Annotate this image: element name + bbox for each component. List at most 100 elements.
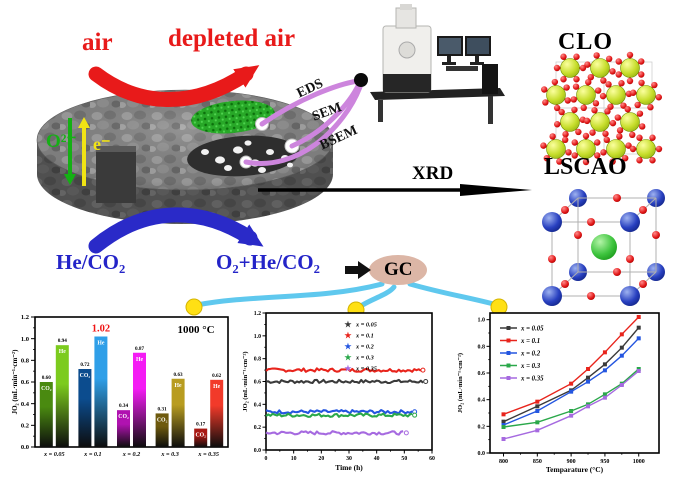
lscao-label: LSCAO — [544, 154, 627, 180]
feed-gas-label: He/CO₂ — [56, 250, 126, 274]
svg-text:1.2: 1.2 — [254, 311, 261, 317]
svg-text:JO₂ (mL·min⁻¹·cm⁻²): JO₂ (mL·min⁻¹·cm⁻²) — [242, 351, 249, 411]
sem-instrument-graphic — [370, 4, 505, 124]
svg-text:★: ★ — [344, 342, 352, 351]
bar-chart: 0.0 0.2 0.4 0.6 0.8 1.0 1.2 JO₂ (mL·min⁻¹·cm⁻²)… — [11, 314, 229, 458]
svg-text:★: ★ — [344, 331, 352, 340]
oxygen-ion-label: O²⁻ — [46, 131, 77, 152]
eds-mapping-region — [191, 100, 275, 134]
to-gc-arrow-icon — [345, 261, 371, 279]
svg-text:1.0: 1.0 — [478, 318, 486, 324]
svg-text:60: 60 — [429, 456, 435, 462]
svg-text:0.87: 0.87 — [135, 346, 144, 352]
svg-text:20: 20 — [318, 456, 324, 462]
air-label: air — [82, 29, 113, 56]
svg-text:1.02: 1.02 — [92, 324, 110, 335]
temperature-panel: 0.0 0.2 0.4 0.6 0.8 1.0 800 850 900 950 1000 Tempar… — [452, 298, 684, 485]
time-series-panel: 0.0 0.2 0.4 0.6 0.8 1.0 1.2 0 10 20 30 40 50 60 Time (… — [240, 300, 446, 481]
svg-text:1.0: 1.0 — [21, 336, 29, 343]
svg-text:0.8: 0.8 — [21, 358, 30, 365]
bsem-region — [187, 135, 299, 177]
svg-text:50: 50 — [401, 456, 407, 462]
svg-text:★: ★ — [344, 364, 352, 373]
svg-text:0.0: 0.0 — [21, 444, 29, 451]
svg-text:0.6: 0.6 — [478, 371, 486, 377]
svg-text:He: He — [136, 357, 144, 363]
svg-text:Time (h): Time (h) — [335, 463, 363, 472]
svg-text:0.6: 0.6 — [21, 379, 30, 386]
svg-text:CO₂: CO₂ — [195, 433, 206, 439]
sample-point-dot — [185, 298, 203, 316]
xrd-label: XRD — [412, 163, 454, 184]
time-series-chart: 0.0 0.2 0.4 0.6 0.8 1.0 1.2 0 10 20 30 40 50 60 Time (… — [242, 311, 435, 472]
svg-text:0.94: 0.94 — [58, 338, 67, 344]
disc-notch — [96, 146, 136, 203]
svg-text:1.0: 1.0 — [254, 334, 261, 340]
svg-text:0.60: 0.60 — [42, 375, 51, 381]
svg-text:x = 0.35: x = 0.35 — [197, 451, 219, 458]
svg-text:0.6: 0.6 — [254, 380, 261, 386]
probe-junction-dot — [354, 73, 368, 87]
svg-text:x = 0.3: x = 0.3 — [355, 355, 374, 362]
svg-text:10: 10 — [291, 456, 297, 462]
bar-chart-panel: 0.0 0.2 0.4 0.6 0.8 1.0 1.2 JO₂ (mL·min⁻¹·cm⁻²)… — [8, 306, 248, 481]
svg-text:900: 900 — [567, 459, 576, 465]
svg-text:0.31: 0.31 — [158, 406, 167, 412]
svg-text:x = 0.1: x = 0.1 — [355, 333, 374, 340]
svg-text:x = 0.3: x = 0.3 — [160, 451, 178, 458]
svg-text:x = 0.3: x = 0.3 — [520, 363, 541, 370]
svg-text:x = 0.35: x = 0.35 — [520, 376, 544, 383]
svg-text:CO₂: CO₂ — [118, 414, 129, 420]
svg-text:He: He — [59, 349, 67, 355]
svg-text:x = 0.1: x = 0.1 — [520, 338, 540, 345]
svg-text:1.2: 1.2 — [21, 314, 29, 321]
gc-node — [369, 255, 427, 285]
svg-text:Temparature (°C): Temparature (°C) — [546, 465, 604, 474]
svg-text:JO₂ (mL·min⁻¹·cm⁻²): JO₂ (mL·min⁻¹·cm⁻²) — [11, 349, 19, 414]
svg-text:He: He — [97, 341, 105, 347]
svg-text:x = 0.2: x = 0.2 — [122, 451, 140, 458]
clo-label: CLO — [558, 29, 614, 55]
svg-text:0.0: 0.0 — [254, 448, 261, 454]
svg-text:CO₂: CO₂ — [157, 417, 168, 423]
svg-text:JO₂ (mL·min⁻¹·cm⁻²): JO₂ (mL·min⁻¹·cm⁻²) — [457, 353, 464, 413]
svg-text:1000: 1000 — [633, 459, 645, 465]
electron-label: e⁻ — [93, 134, 111, 154]
svg-text:800: 800 — [499, 459, 508, 465]
svg-text:★: ★ — [344, 320, 352, 329]
depleted-air-label: depleted air — [168, 25, 296, 52]
probe-connector-lines — [243, 78, 363, 166]
svg-text:0.17: 0.17 — [196, 422, 205, 428]
svg-text:30: 30 — [346, 456, 352, 462]
svg-text:0.0: 0.0 — [478, 451, 486, 457]
sweep-gas-arrow-icon — [88, 207, 264, 254]
svg-text:He: He — [175, 383, 183, 389]
svg-text:0.4: 0.4 — [21, 401, 30, 408]
gc-label: GC — [384, 259, 413, 280]
svg-text:x = 0.35: x = 0.35 — [355, 366, 377, 373]
svg-text:0.2: 0.2 — [21, 423, 29, 430]
xrd-arrow-icon — [258, 184, 532, 196]
svg-text:0.8: 0.8 — [478, 344, 486, 350]
svg-text:0.34: 0.34 — [119, 403, 128, 409]
svg-text:0.8: 0.8 — [254, 357, 261, 363]
air-flow-arrow-icon — [88, 65, 260, 107]
svg-text:x = 0.05: x = 0.05 — [43, 451, 65, 458]
svg-text:0.63: 0.63 — [174, 372, 183, 378]
svg-text:x = 0.05: x = 0.05 — [355, 322, 377, 329]
membrane-disc-graphic — [36, 89, 334, 224]
svg-text:0.72: 0.72 — [80, 362, 89, 368]
svg-text:40: 40 — [374, 456, 380, 462]
svg-text:x = 0.2: x = 0.2 — [355, 344, 374, 351]
svg-text:x = 0.1: x = 0.1 — [83, 451, 101, 458]
svg-text:He: He — [213, 384, 221, 390]
svg-text:0.62: 0.62 — [212, 373, 221, 379]
temperature-chart: 0.0 0.2 0.4 0.6 0.8 1.0 800 850 900 950 1000 Tempar… — [457, 312, 660, 474]
svg-text:0.4: 0.4 — [478, 398, 486, 404]
svg-text:950: 950 — [600, 459, 609, 465]
svg-text:x = 0.05: x = 0.05 — [520, 326, 544, 333]
svg-text:CO₂: CO₂ — [80, 373, 91, 379]
svg-text:x = 0.2: x = 0.2 — [520, 351, 541, 358]
